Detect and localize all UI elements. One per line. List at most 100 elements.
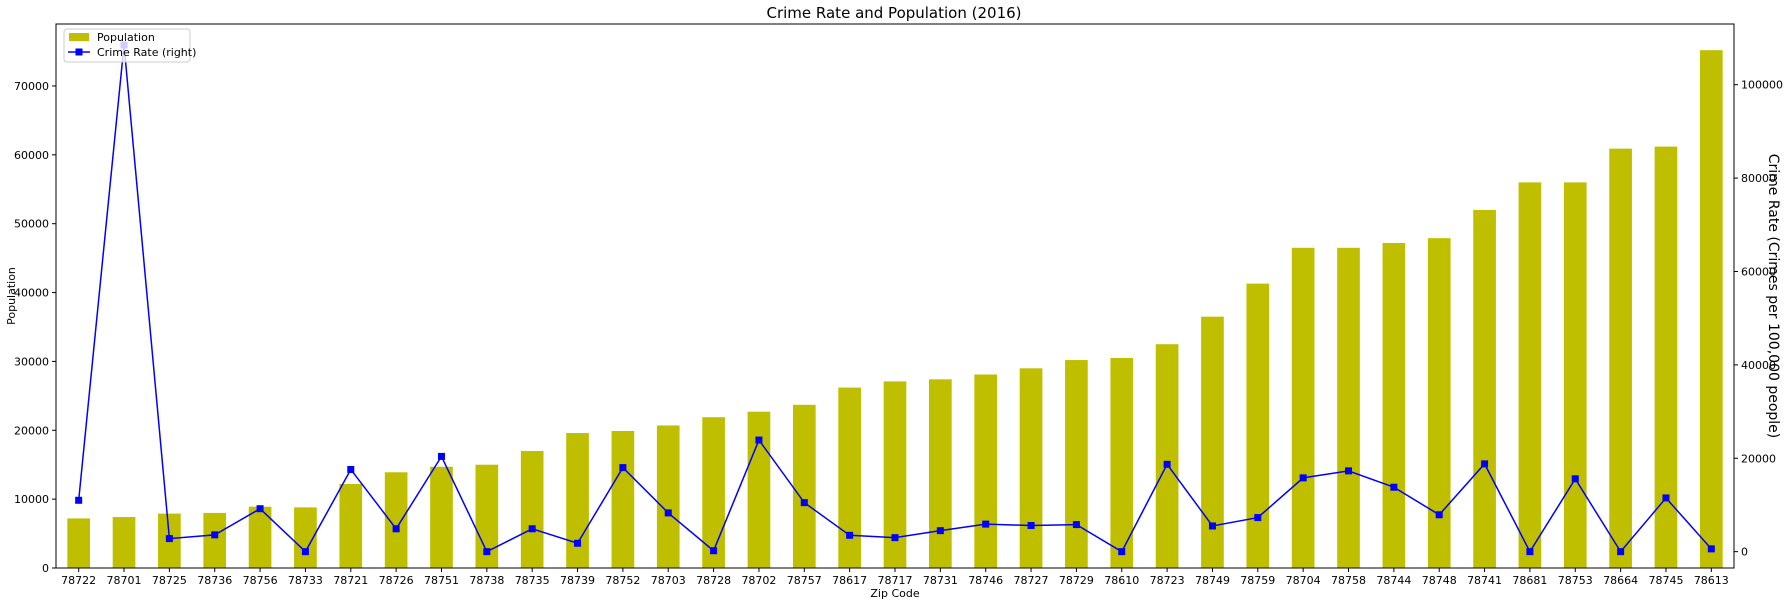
crime-rate-point-78613 [1707,545,1715,553]
crime-rate-point-78757 [800,499,808,507]
y-tick-label-40000: 40000 [14,287,49,300]
bar-78723 [1155,344,1179,568]
x-tick-label-78741: 78741 [1467,574,1502,587]
x-tick-label-78610: 78610 [1104,574,1139,587]
crime-rate-point-78738 [483,548,491,556]
x-tick-label-78753: 78753 [1558,574,1593,587]
legend-box [63,28,191,63]
x-tick-label-78681: 78681 [1512,574,1547,587]
crime-rate-point-78728 [710,547,718,555]
y-tick-label-0: 0 [42,562,49,575]
bar-78703 [656,425,680,568]
x-tick-label-78728: 78728 [696,574,731,587]
bar-78617 [838,387,861,568]
bar-78758 [1337,247,1360,568]
bar-78741 [1473,209,1496,568]
y-right-tick-label-0: 0 [1741,546,1748,559]
crime-rate-point-78610 [1118,548,1126,556]
x-tick-label-78733: 78733 [288,574,323,587]
x-tick-label-78757: 78757 [787,574,822,587]
y-right-tick-label-40000: 40000 [1741,359,1776,372]
x-tick-label-78758: 78758 [1331,574,1366,587]
x-tick-label-78731: 78731 [923,574,958,587]
x-tick-label-78704: 78704 [1286,574,1321,587]
x-tick-label-78738: 78738 [469,574,504,587]
x-tick-label-78722: 78722 [61,574,96,587]
crime-rate-point-78664 [1617,548,1625,556]
y-right-tick-label-20000: 20000 [1741,452,1776,465]
x-tick-label-78739: 78739 [560,574,595,587]
bar-78664 [1609,148,1632,568]
bar-78681 [1518,182,1542,568]
x-tick-label-78703: 78703 [651,574,686,587]
x-tick-label-78723: 78723 [1150,574,1185,587]
bar-78702 [747,411,771,568]
crime-rate-point-78758 [1345,467,1353,475]
x-tick-label-78736: 78736 [197,574,232,587]
crime-rate-point-78681 [1526,548,1534,556]
y-right-tick-label-80000: 80000 [1741,172,1776,185]
legend-marker-crime-rate [75,48,83,56]
legend: Population Crime Rate (right) [63,28,196,63]
x-tick-label-78664: 78664 [1603,574,1638,587]
bar-78752 [611,430,635,568]
x-axis-title: Zip Code [870,587,919,600]
y-axis-title: Population [5,267,18,325]
x-tick-label-78701: 78701 [107,574,142,587]
x-tick-label-78721: 78721 [333,574,368,587]
crime-rate-point-78727 [1027,522,1035,530]
x-tick-label-78744: 78744 [1376,574,1411,587]
bar-78727 [1019,368,1043,568]
bar-78728 [702,417,725,568]
bar-78757 [792,404,816,568]
bar-78733 [294,507,317,568]
crime-rate-point-78753 [1571,475,1579,483]
y-tick-label-60000: 60000 [14,149,49,162]
bar-78753 [1563,182,1587,568]
x-tick-label-78717: 78717 [878,574,913,587]
crime-rate-point-78731 [936,527,944,535]
bar-78749 [1201,316,1224,568]
x-tick-label-78617: 78617 [832,574,867,587]
crime-rate-point-78723 [1163,460,1171,468]
x-tick-label-78702: 78702 [741,574,776,587]
x-tick-label-78613: 78613 [1694,574,1729,587]
bar-78722 [67,518,91,568]
crime-rate-point-78746 [982,520,990,528]
crime-rate-point-78717 [891,534,899,542]
x-tick-label-78735: 78735 [515,574,550,587]
x-tick-label-78727: 78727 [1014,574,1049,587]
bar-78744 [1382,242,1406,568]
y-axis-right: 0 20000 40000 60000 80000 100000 [1734,79,1783,559]
bar-78745 [1654,146,1678,569]
population-bars [67,50,1723,569]
crime-rate-point-78721 [347,465,355,473]
x-tick-label-78725: 78725 [152,574,187,587]
bar-78738 [475,464,499,568]
crime-rate-point-78759 [1254,514,1262,522]
bar-78704 [1291,247,1315,568]
bar-78756 [248,506,272,568]
y-tick-label-20000: 20000 [14,424,49,437]
crime-rate-point-78729 [1072,521,1080,529]
x-tick-label-78748: 78748 [1422,574,1457,587]
bar-78701 [112,517,136,568]
crime-rate-point-78703 [664,509,672,517]
crime-rate-point-78736 [211,531,219,539]
x-tick-label-78749: 78749 [1195,574,1230,587]
chart-title: Crime Rate and Population (2016) [766,4,1021,22]
crime-rate-point-78745 [1662,494,1670,502]
x-tick-label-78726: 78726 [379,574,414,587]
bar-78721 [339,483,363,568]
x-tick-label-78752: 78752 [605,574,640,587]
crime-rate-point-78756 [256,505,264,513]
y-right-tick-label-60000: 60000 [1741,265,1776,278]
y-tick-label-30000: 30000 [14,355,49,368]
bar-78748 [1427,238,1451,568]
bar-78739 [566,433,589,568]
crime-rate-point-78735 [528,525,536,533]
bar-78731 [929,379,952,568]
bar-78746 [974,374,998,568]
y-axis-left: 0 10000 20000 30000 40000 50000 60000 70000 [14,80,56,575]
